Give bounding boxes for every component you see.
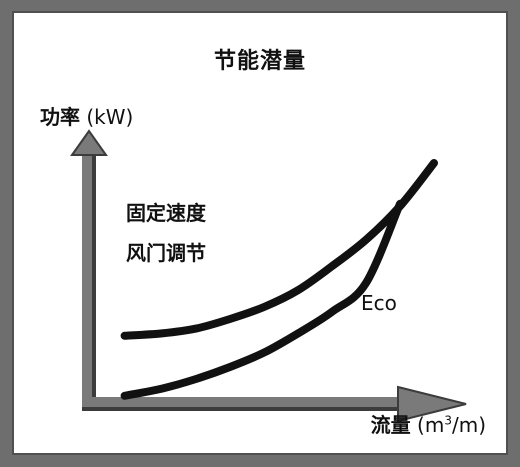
y-axis-label-text: 功率 <box>40 105 80 129</box>
series-label-fixed-speed-line1: 固定速度 <box>126 201 206 225</box>
x-axis-label-unit: (m3/m) <box>417 413 486 437</box>
plot-area <box>70 129 467 423</box>
x-axis-label-text: 流量 <box>370 413 411 437</box>
y-axis-label-unit: (kW) <box>86 105 134 129</box>
series-line-eco <box>120 199 404 400</box>
x-unit-superscript: 3 <box>444 413 452 428</box>
y-axis-arrowhead <box>70 129 108 156</box>
axes <box>70 129 467 423</box>
chart-title: 节能潜量 <box>213 49 306 74</box>
y-axis-label: 功率 (kW) <box>40 101 133 130</box>
x-axis-arrowhead <box>397 385 467 423</box>
series-label-fixed-speed-line2: 风门调节 <box>126 241 206 265</box>
curves <box>120 159 438 400</box>
y-axis-bar-shadow <box>92 151 96 411</box>
chart-panel: 节能潜量 功率 (kW) 流量 (m3/m) 固定速度 风门调节 Eco <box>12 11 508 455</box>
x-axis-label: 流量 (m3/m) <box>371 409 486 438</box>
x-unit-suffix: /m) <box>451 413 486 437</box>
x-axis-bar-shadow <box>82 407 400 411</box>
x-unit-prefix: (m <box>417 413 445 437</box>
series-line-fixed-speed <box>120 159 438 340</box>
series-label-eco: Eco <box>361 291 397 315</box>
